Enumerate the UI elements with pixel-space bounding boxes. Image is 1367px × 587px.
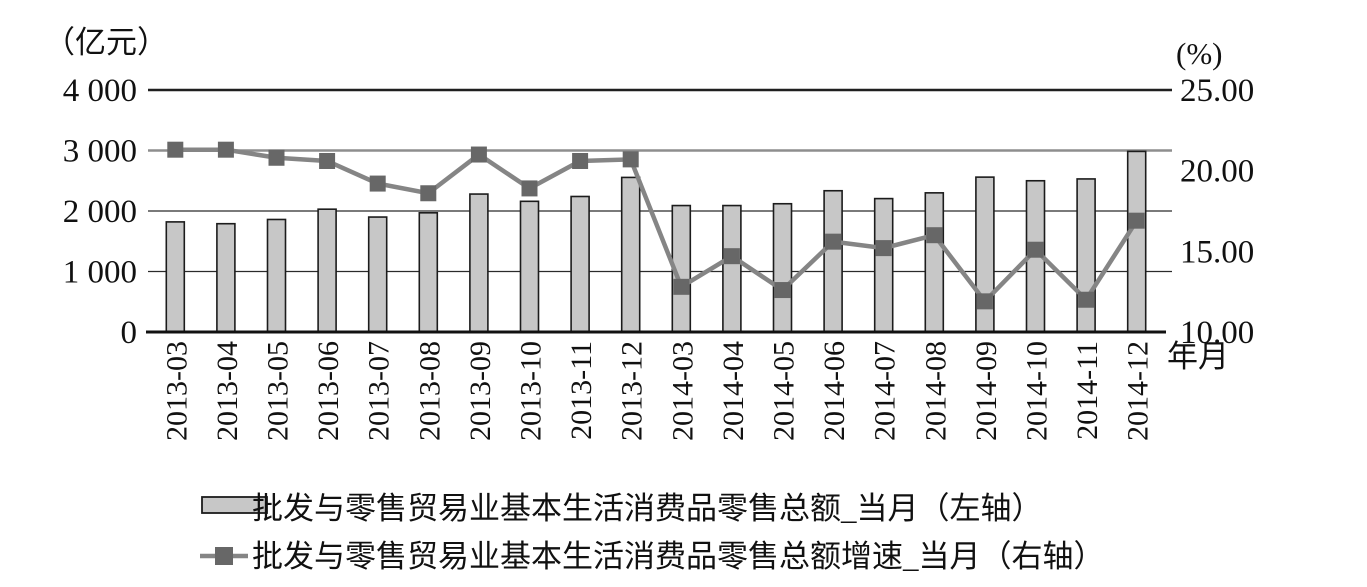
- x-axis-tick-label: 2014-10: [1021, 341, 1054, 441]
- right-axis-tick-labels: 10.00 15.00 20.00 25.00: [1180, 73, 1254, 351]
- bar: [620, 176, 641, 333]
- left-axis-tick-label: 1 000: [63, 255, 137, 291]
- legend: 批发与零售贸易业基本生活消费品零售总额_当月（左轴） 批发与零售贸易业基本生活消…: [200, 491, 1105, 574]
- line-marker: [217, 141, 234, 158]
- right-axis-tick-label: 15.00: [1180, 234, 1254, 270]
- line-marker: [1128, 212, 1145, 229]
- right-axis-tick-label: 25.00: [1180, 73, 1254, 109]
- x-axis-tick-label: 2014-08: [919, 341, 952, 441]
- x-axis-tick-label: 2014-04: [717, 341, 750, 441]
- right-axis-unit-label: (%): [1176, 36, 1222, 71]
- bar: [924, 192, 945, 333]
- x-axis-title: 年月: [1167, 339, 1229, 374]
- x-axis-tick-label: 2014-11: [1071, 341, 1104, 440]
- line-marker: [926, 227, 943, 244]
- bar: [873, 197, 894, 333]
- line-marker: [470, 146, 487, 163]
- bar: [216, 222, 236, 333]
- line-marker: [369, 175, 386, 192]
- x-axis-tick-label: 2014-07: [869, 341, 902, 441]
- line-marker: [622, 151, 639, 168]
- right-axis-tick-label: 20.00: [1180, 154, 1254, 190]
- line-marker: [167, 141, 184, 158]
- bar: [1076, 178, 1096, 333]
- bar-series: [165, 150, 1147, 333]
- line-marker: [1078, 291, 1095, 308]
- line-marker: [1027, 241, 1044, 258]
- bar: [418, 212, 439, 333]
- left-axis-tick-label: 4 000: [63, 73, 137, 109]
- left-axis-tick-label: 0: [121, 315, 138, 351]
- legend-bar-swatch: [201, 496, 268, 514]
- line-marker: [673, 278, 690, 295]
- left-axis-unit-label: （亿元）: [44, 25, 168, 60]
- line-marker: [319, 152, 336, 169]
- line-marker: [521, 180, 538, 197]
- x-axis-tick-labels: 2013-03 2013-04 2013-05 2013-06 2013-07 2013-…: [160, 341, 1154, 441]
- legend-line-label: 批发与零售贸易业基本生活消费品零售总额增速_当月（右轴）: [252, 539, 1105, 574]
- x-axis-tick-label: 2014-05: [768, 341, 801, 441]
- growth-line: [175, 147, 1139, 305]
- line-marker: [825, 233, 842, 250]
- x-axis-tick-label: 2014-03: [666, 341, 699, 441]
- bar: [570, 195, 590, 333]
- line-marker: [875, 240, 892, 257]
- x-axis-tick-label: 2013-04: [211, 341, 244, 441]
- x-axis-tick-label: 2013-10: [515, 341, 548, 441]
- bar: [469, 193, 489, 333]
- x-axis-tick-label: 2013-06: [312, 341, 345, 441]
- x-axis-tick-label: 2013-05: [262, 341, 295, 441]
- x-axis-tick-label: 2014-06: [818, 341, 851, 441]
- x-axis-tick-label: 2013-03: [160, 341, 193, 441]
- line-marker: [774, 282, 791, 299]
- left-axis-tick-labels: 0 1 000 2 000 3 000 4 000: [63, 73, 137, 351]
- bar: [367, 216, 388, 333]
- line-marker: [572, 152, 589, 169]
- bar: [317, 208, 337, 333]
- legend-bar-label: 批发与零售贸易业基本生活消费品零售总额_当月（左轴）: [252, 491, 1043, 526]
- legend-line-marker-icon: [215, 547, 233, 565]
- line-series: [167, 141, 1145, 310]
- x-axis-tick-label: 2013-08: [413, 341, 446, 441]
- bar: [722, 204, 742, 333]
- gridlines: [148, 88, 1172, 273]
- bar: [266, 218, 287, 333]
- bar: [1126, 150, 1147, 333]
- bar: [823, 189, 843, 333]
- left-axis-tick-label: 2 000: [63, 194, 137, 230]
- left-axis-tick-label: 3 000: [63, 134, 137, 170]
- x-axis-tick-label: 2014-12: [1122, 341, 1155, 441]
- line-marker: [723, 248, 740, 265]
- line-marker: [976, 293, 993, 310]
- bar: [165, 221, 186, 333]
- x-axis-tick-label: 2013-07: [363, 341, 396, 441]
- x-axis-tick-label: 2013-11: [565, 341, 598, 440]
- line-marker: [420, 185, 437, 202]
- right-axis-tick-label: 10.00: [1180, 315, 1254, 351]
- bar: [519, 200, 540, 333]
- x-axis-tick-label: 2014-09: [970, 341, 1003, 441]
- x-axis-tick-label: 2013-12: [616, 341, 649, 441]
- bar: [772, 202, 793, 333]
- line-marker: [268, 149, 285, 166]
- x-axis-tick-label: 2013-09: [464, 341, 497, 441]
